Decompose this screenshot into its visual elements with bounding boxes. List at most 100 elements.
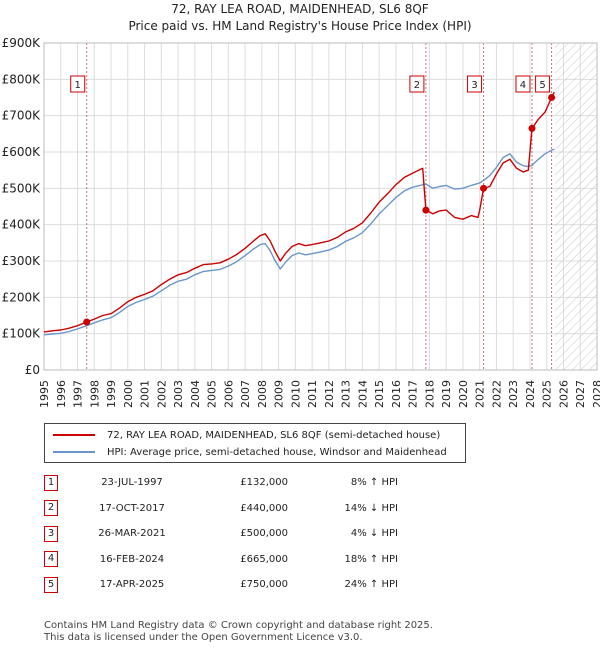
sale-label: 4 [520, 80, 526, 91]
legend-label-hpi: HPI: Average price, semi-detached house,… [107, 446, 447, 458]
x-tick-label: 2021 [474, 380, 487, 408]
hpi-line [43, 148, 555, 336]
x-tick-label: 2011 [306, 380, 319, 408]
sale-hpi-diff: 8% ↑ HPI [350, 477, 398, 489]
x-tick-label: 2005 [206, 380, 219, 408]
table-row: 2 17-OCT-2017 £440,000 14% ↓ HPI [44, 496, 398, 522]
sale-point [83, 318, 91, 326]
sales-table: 1 23-JUL-1997 £132,000 8% ↑ HPI 2 17-OCT… [44, 470, 398, 598]
property-price-line [43, 91, 555, 333]
sale-marker-badge: 4 [44, 551, 58, 568]
legend-swatch-hpi [53, 451, 95, 453]
sale-price: £132,000 [240, 477, 288, 489]
sale-hpi-diff: 18% ↑ HPI [344, 553, 398, 565]
x-tick-label: 2023 [507, 380, 520, 408]
chart-title: 72, RAY LEA ROAD, MAIDENHEAD, SL6 8QF [171, 2, 429, 16]
sale-label-box [515, 75, 531, 93]
sale-date: 16-FEB-2024 [99, 553, 165, 565]
sale-price: £750,000 [240, 579, 288, 591]
x-tick-label: 2019 [440, 380, 453, 408]
sale-label-box [409, 75, 425, 93]
footer-copyright: Contains HM Land Registry data © Crown c… [44, 620, 433, 631]
legend-swatch-property [53, 434, 95, 436]
y-tick-label: £300K [2, 254, 42, 268]
sale-marker-badge: 3 [44, 525, 58, 542]
x-tick-label: 2013 [340, 380, 353, 408]
sale-point [528, 124, 536, 132]
sale-hpi-diff: 24% ↑ HPI [344, 579, 398, 591]
x-tick-label: 2022 [490, 380, 503, 408]
y-tick-label: £100K [2, 327, 42, 341]
y-tick-label: £600K [2, 145, 42, 159]
x-tick-label: 2020 [457, 380, 470, 408]
x-tick-label: 2025 [541, 380, 554, 408]
legend-label-property: 72, RAY LEA ROAD, MAIDENHEAD, SL6 8QF (s… [107, 429, 441, 441]
x-tick-label: 2003 [172, 380, 185, 408]
sale-point [480, 184, 488, 192]
chart-subtitle: Price paid vs. HM Land Registry's House … [128, 19, 472, 33]
price-chart: £0 £100K £200K £300K £400K £500K £600K £700K £80… [2, 36, 600, 408]
x-tick-label: 1995 [38, 380, 51, 408]
sale-label-box [70, 75, 86, 93]
sale-date: 26-MAR-2021 [98, 528, 166, 540]
y-tick-label: £900K [2, 36, 42, 50]
sale-label: 3 [471, 80, 477, 91]
x-tick-label: 2015 [373, 380, 386, 408]
table-row: 1 23-JUL-1997 £132,000 8% ↑ HPI [44, 470, 398, 496]
x-tick-label: 1998 [88, 380, 101, 408]
x-tick-label: 1997 [72, 380, 85, 408]
forecast-region [555, 43, 597, 370]
x-tick-label: 2008 [256, 380, 269, 408]
x-tick-label: 2027 [574, 380, 587, 408]
legend-item-property: 72, RAY LEA ROAD, MAIDENHEAD, SL6 8QF (s… [53, 427, 440, 443]
table-row: 5 17-APR-2025 £750,000 24% ↑ HPI [44, 572, 398, 598]
x-tick-label: 2024 [524, 380, 537, 408]
sale-label-box [467, 75, 483, 93]
sale-marker-badge: 5 [44, 576, 58, 593]
sale-label: 2 [414, 80, 420, 91]
sale-point [548, 94, 556, 101]
sale-marker-badge: 1 [44, 474, 58, 491]
sale-label-box [535, 75, 551, 93]
sale-date: 23-JUL-1997 [101, 477, 163, 489]
y-tick-label: £400K [2, 218, 42, 232]
footer-license: This data is licensed under the Open Gov… [44, 632, 363, 643]
x-tick-label: 2009 [273, 380, 286, 408]
y-tick-label: £500K [2, 181, 42, 195]
sale-point [422, 206, 430, 214]
x-tick-label: 2002 [155, 380, 168, 408]
x-tick-label: 2006 [222, 380, 235, 408]
sale-label: 1 [75, 80, 81, 91]
sale-hpi-diff: 14% ↓ HPI [344, 502, 398, 514]
x-tick-label: 2028 [591, 380, 600, 408]
x-tick-label: 2004 [189, 380, 202, 408]
x-tick-label: 2026 [557, 380, 570, 408]
sale-date: 17-APR-2025 [99, 579, 165, 591]
y-tick-label: £0 [25, 363, 40, 377]
sale-date: 17-OCT-2017 [99, 502, 165, 514]
legend-item-hpi: HPI: Average price, semi-detached house,… [53, 444, 447, 460]
sale-label: 5 [539, 80, 545, 91]
x-tick-label: 2007 [239, 380, 252, 408]
table-row: 3 26-MAR-2021 £500,000 4% ↓ HPI [44, 521, 398, 547]
x-tick-label: 1999 [105, 380, 118, 408]
sale-hpi-diff: 4% ↓ HPI [350, 528, 398, 540]
x-tick-label: 2012 [323, 380, 336, 408]
y-tick-label: £700K [2, 109, 42, 123]
sale-price: £440,000 [240, 502, 288, 514]
x-tick-label: 2014 [356, 380, 369, 408]
x-tick-label: 2010 [289, 380, 302, 408]
table-row: 4 16-FEB-2024 £665,000 18% ↑ HPI [44, 547, 398, 573]
x-tick-label: 1996 [55, 380, 68, 408]
sale-price: £500,000 [240, 528, 288, 540]
x-tick-label: 2017 [407, 380, 420, 408]
sale-marker-badge: 2 [44, 500, 58, 517]
y-tick-label: £200K [2, 290, 42, 304]
legend: 72, RAY LEA ROAD, MAIDENHEAD, SL6 8QF (s… [44, 423, 466, 463]
sale-price: £665,000 [240, 553, 288, 565]
x-tick-label: 2000 [122, 380, 135, 408]
x-tick-label: 2001 [139, 380, 152, 408]
x-tick-label: 2016 [390, 380, 403, 408]
footer: Contains HM Land Registry data © Crown c… [44, 620, 433, 644]
y-tick-label: £800K [2, 72, 42, 86]
